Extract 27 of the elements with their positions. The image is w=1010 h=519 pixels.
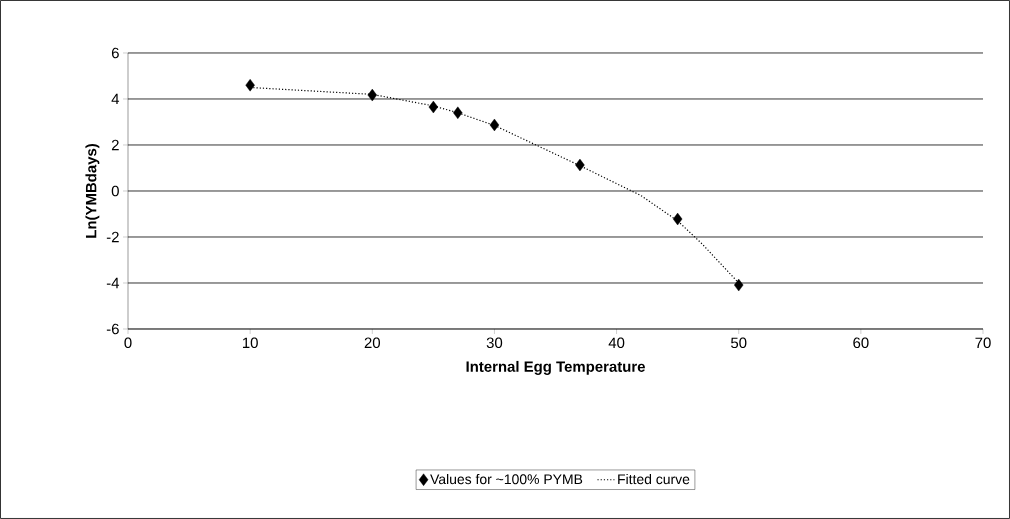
x-tick-label: 20 bbox=[364, 337, 381, 349]
y-tick-label: 4 bbox=[111, 93, 120, 105]
y-tick-label: 0 bbox=[111, 185, 119, 197]
point bbox=[428, 100, 439, 114]
x-tick-label: 60 bbox=[853, 337, 869, 349]
x-axis-title: Internal Egg Temperature bbox=[466, 360, 645, 375]
y-tick-label: -6 bbox=[106, 323, 119, 335]
y-tick-label: 2 bbox=[111, 139, 119, 151]
y-tick-label: -2 bbox=[106, 231, 119, 243]
point bbox=[575, 158, 585, 172]
legend-label: Fitted curve bbox=[618, 473, 690, 485]
point bbox=[734, 278, 744, 292]
legend-label: Values for ~100% PYMB bbox=[430, 473, 583, 485]
point bbox=[245, 79, 255, 92]
y-tick-label: 6 bbox=[111, 47, 119, 59]
y-axis-title: Ln(YMBdays) bbox=[85, 143, 100, 238]
x-tick-label: 40 bbox=[608, 337, 625, 349]
x-tick-label: 10 bbox=[242, 337, 258, 349]
point bbox=[367, 88, 377, 102]
x-tick-label: 50 bbox=[731, 337, 747, 349]
point bbox=[489, 118, 500, 132]
x-tick-label: 70 bbox=[975, 337, 991, 349]
x-tick-label: 30 bbox=[486, 337, 503, 349]
point bbox=[672, 212, 683, 226]
y-tick-label: -4 bbox=[106, 277, 120, 289]
point bbox=[453, 106, 463, 119]
x-tick-label: 0 bbox=[124, 337, 132, 349]
